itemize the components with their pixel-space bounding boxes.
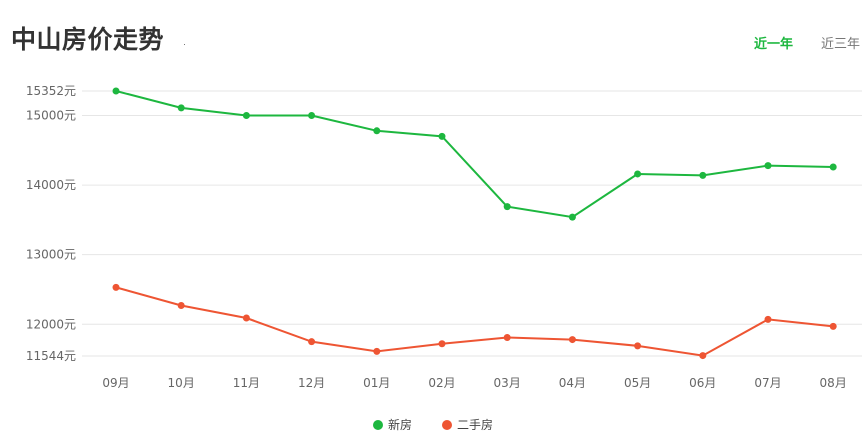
y-tick-label: 13000元: [26, 248, 76, 262]
data-point-new: [764, 162, 772, 170]
y-tick-label: 14000元: [26, 178, 76, 192]
data-point-second: [568, 336, 576, 344]
x-tick-label: 10月: [168, 376, 195, 390]
x-tick-label: 08月: [820, 376, 847, 390]
y-tick-label: 12000元: [26, 317, 76, 331]
data-point-new: [829, 163, 837, 171]
x-tick-label: 04月: [559, 376, 586, 390]
data-point-second: [829, 322, 837, 330]
decorative-dot: [184, 44, 185, 45]
data-point-second: [242, 314, 250, 322]
chart-legend: 新房 二手房: [0, 416, 866, 433]
data-point-second: [373, 347, 381, 355]
data-point-new: [308, 111, 316, 119]
data-point-second: [177, 301, 185, 309]
x-tick-label: 05月: [624, 376, 651, 390]
data-point-new: [699, 171, 707, 179]
data-point-new: [634, 170, 642, 178]
series-line-second: [115, 286, 834, 357]
data-point-second: [764, 315, 772, 323]
data-point-second: [634, 342, 642, 350]
x-tick-label: 06月: [689, 376, 716, 390]
data-point-new: [112, 87, 120, 95]
data-point-new: [242, 111, 250, 119]
data-point-new: [568, 213, 576, 221]
data-point-second: [699, 352, 707, 360]
tab-three-years[interactable]: 近三年: [820, 37, 860, 52]
legend-item-new[interactable]: 新房: [372, 416, 412, 433]
series-line-new: [115, 90, 834, 219]
y-tick-label: 15000元: [26, 108, 76, 122]
data-point-second: [438, 340, 446, 348]
x-tick-label: 02月: [428, 376, 455, 390]
data-point-new: [503, 203, 511, 211]
data-point-second: [112, 283, 120, 291]
data-point-new: [373, 127, 381, 135]
x-tick-label: 07月: [754, 376, 781, 390]
page-title: 中山房价走势: [11, 25, 165, 54]
x-tick-label: 11月: [233, 376, 260, 390]
y-tick-label: 11544元: [26, 349, 76, 363]
time-range-tabs: 近一年 近三年: [754, 33, 860, 52]
legend-swatch-second: [442, 419, 452, 430]
x-tick-label: 09月: [102, 376, 129, 390]
data-point-second: [308, 338, 316, 346]
legend-label-new: 新房: [387, 418, 412, 432]
tab-one-year[interactable]: 近一年: [753, 37, 793, 52]
x-tick-label: 03月: [494, 376, 521, 390]
y-tick-label: 15352元: [26, 84, 76, 98]
x-tick-label: 12月: [298, 376, 325, 390]
data-point-new: [438, 132, 446, 140]
x-tick-label: 01月: [363, 376, 390, 390]
data-point-second: [503, 333, 511, 341]
legend-label-second: 二手房: [457, 418, 494, 432]
data-point-new: [177, 104, 185, 112]
legend-swatch-new: [372, 419, 383, 430]
legend-item-second[interactable]: 二手房: [442, 416, 493, 433]
